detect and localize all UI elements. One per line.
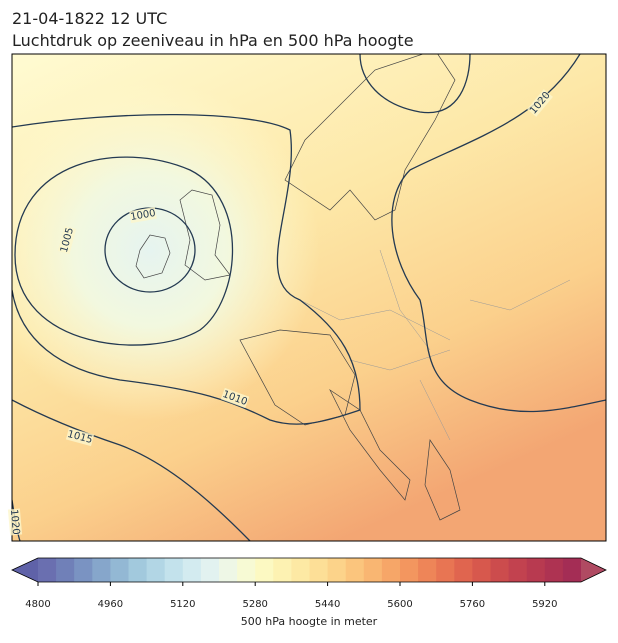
colorbar-segment <box>56 558 75 582</box>
colorbar-segment <box>327 558 347 582</box>
colorbar-tick-label: 5920 <box>532 599 557 610</box>
colorbar-tick-label: 5760 <box>460 599 485 610</box>
colorbar-segment <box>255 558 274 582</box>
colorbar-segment <box>273 558 292 582</box>
colorbar-segment <box>345 558 365 582</box>
isobar-label-bg <box>129 206 157 224</box>
colorbar-segment <box>128 558 148 582</box>
colorbar-segment <box>490 558 510 582</box>
colorbar-segment <box>508 558 528 582</box>
colorbar-tick-label: 5440 <box>315 599 340 610</box>
isobar-label-bg <box>7 508 23 536</box>
colorbar-segment <box>74 558 93 582</box>
title-line: Luchtdruk op zeeniveau in hPa en 500 hPa… <box>12 31 414 50</box>
colorbar-segment <box>146 558 166 582</box>
colorbar-segment <box>110 558 129 582</box>
colorbar-tick-label: 5120 <box>170 599 195 610</box>
colorbar-segment <box>454 558 473 582</box>
colorbar-extend-low <box>12 558 38 582</box>
colorbar-label: 500 hPa hoogte in meter <box>241 615 378 628</box>
colorbar-outline <box>11 557 607 583</box>
colorbar-segment <box>38 558 57 582</box>
colorbar-segment <box>200 558 220 582</box>
colorbar-segment <box>237 558 256 582</box>
title-line: 21-04-1822 12 UTC <box>12 9 167 28</box>
colorbar-segment <box>182 558 202 582</box>
isobar-label-bg <box>57 225 77 255</box>
colorbar-tick-label: 4960 <box>98 599 123 610</box>
colorbar-segment <box>363 558 383 582</box>
isobar-label: 1020 <box>8 509 21 535</box>
colorbar-segment <box>436 558 455 582</box>
colorbar-segment <box>472 558 491 582</box>
colorbar-tick-label: 5280 <box>242 599 267 610</box>
colorbar-segment <box>92 558 111 582</box>
colorbar-segment <box>526 558 546 582</box>
colorbar-segment <box>291 558 310 582</box>
colorbar-segment <box>219 558 238 582</box>
colorbar-segment <box>544 558 564 582</box>
isobar-label-bg <box>527 89 553 117</box>
isobar-label: 1000 <box>130 208 157 223</box>
map-frame <box>11 53 607 542</box>
colorbar: 4800 4960 5120 5280 5440 5600 5760 5920 <box>11 557 607 610</box>
isobar-label-bg <box>65 427 95 447</box>
colorbar-tick-label: 5600 <box>387 599 412 610</box>
map-area <box>12 54 606 541</box>
colorbar-segment <box>309 558 329 582</box>
colorbar-segment <box>381 558 401 582</box>
colorbar-extend-high <box>581 558 606 582</box>
colorbar-segment <box>562 558 582 582</box>
isobar-label-bg <box>220 387 250 409</box>
colorbar-segment <box>400 558 419 582</box>
colorbar-segment <box>418 558 437 582</box>
colorbar-segment <box>164 558 184 582</box>
colorbar-tick-label: 4800 <box>25 599 50 610</box>
